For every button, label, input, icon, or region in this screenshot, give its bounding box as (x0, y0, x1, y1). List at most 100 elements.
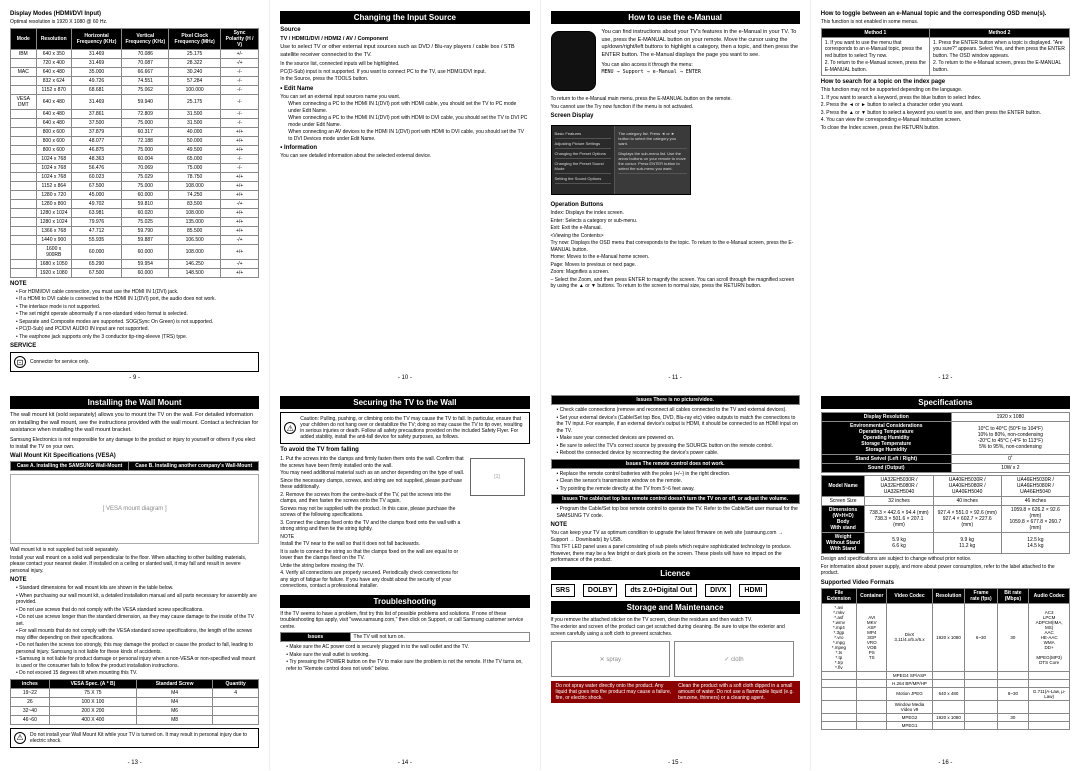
edit3: When connecting an AV devices to the HDM… (280, 129, 529, 142)
toggle-title: How to toggle between an e-Manual topic … (821, 11, 1070, 17)
page-12: How to toggle between an e-Manual topic … (811, 0, 1080, 385)
danger-box: ⚠ Do not install your Wall Mount Kit whi… (10, 728, 259, 748)
screen-display: Basic FeaturesAdjusting Picture Settings… (551, 125, 691, 195)
hdmi-logo: HDMI (739, 584, 767, 597)
dm-title: Display Modes (HDMI/DVI Input) (10, 11, 259, 17)
iss2: Issues The remote control does not work. (551, 459, 800, 469)
sd-rt: The category list. Press ◄ or ► button t… (618, 129, 686, 149)
optres: Optimal resolution is 1920 X 1080 @ 60 H… (10, 19, 259, 26)
page-14: Securing the TV to the Wall ⚠ Caution: P… (270, 385, 540, 770)
spray-fig: ✕ spray (551, 641, 671, 677)
b1: In the source list, connected inputs wil… (280, 61, 529, 68)
page-11: How to use the e-Manual You can find ins… (541, 0, 811, 385)
heading-spec: Specifications (821, 396, 1070, 409)
s2: 2. Press the ◄ or ► button to select a c… (821, 102, 1070, 109)
search-title: How to search for a topic on the index p… (821, 79, 1070, 85)
method-table: Method 1Method 2 1. If you want to use t… (821, 28, 1070, 77)
op-list: Index: Displays the index screen.Enter: … (551, 210, 800, 290)
divx-logo: DIVX (705, 584, 731, 597)
m2h: Method 2 (929, 28, 1069, 37)
wm-intro2: Samsung Electronics is not responsible f… (10, 437, 259, 450)
pgnum: - 14 - (280, 760, 529, 766)
heading-securing: Securing the TV to the Wall (280, 396, 529, 409)
op-title: Operation Buttons (551, 202, 800, 208)
shock-icon: ⚠ (14, 732, 26, 744)
clamp-fig-1: [1] (470, 458, 525, 496)
s3: 3. Press the ▲ or ▼ button to select a k… (821, 110, 1070, 117)
em-path: MENU → Support → e-Manual → ENTER (602, 69, 800, 76)
heading-input-source: Changing the Input Source (280, 11, 529, 24)
vesa-table: inchesVESA Spec. (A * B)Standard ScrewQu… (10, 679, 259, 725)
sd-title: Screen Display (551, 113, 800, 119)
note-title: NOTE (10, 281, 259, 287)
dts-logo: dts 2.0+Digital Out (625, 584, 697, 597)
red-warning: Do not spray water directly onto the pro… (551, 681, 800, 703)
b2: PC(D-Sub) input is not supported. If you… (280, 69, 529, 76)
i3l: Program the Cable/Set top box remote con… (551, 506, 800, 519)
wm-notes: Standard dimensions for wall mount kits … (10, 585, 259, 677)
em-trynow: You cannot use the Try now function if t… (551, 104, 800, 111)
t-ih: Issues (281, 633, 350, 642)
edit1: When connecting a PC to the HDMI IN 1(DV… (280, 101, 529, 114)
wm-spec: Wall Mount Kit Specifications (VESA) (10, 453, 259, 459)
em-intro2: You can also access it through the menu: (602, 62, 800, 69)
svf-h: Supported Video Formats (821, 580, 1070, 586)
sn1: Design and specifications are subject to… (821, 556, 1070, 563)
spec-top: Display Resolution1920 x 1080Environment… (821, 412, 1070, 473)
b3: In the Source, press the TOOLS button. (280, 76, 529, 83)
service-box: ⊡ Connector for service only. (10, 352, 259, 372)
mh: Model Name (821, 476, 865, 497)
svf-table: File ExtensionContainerVideo CodecResolu… (821, 588, 1070, 730)
wm-notes-h: NOTE (10, 577, 259, 583)
heading-licence: Licence (551, 567, 800, 580)
srs-logo: SRS (551, 584, 575, 597)
info-h: Information (284, 145, 317, 151)
lcd-n: This TFT LED panel uses a panel consisti… (551, 544, 800, 564)
page-10: Changing the Input Source Source TV / HD… (270, 0, 540, 385)
avoid-h: To avoid the TV from falling (280, 447, 529, 453)
s4: 4. You can view the corresponding e-Manu… (821, 117, 1070, 124)
pgnum: - 15 - (551, 760, 800, 766)
page-13: Installing the Wall Mount The wall mount… (0, 385, 270, 770)
not-supp: This function is not enabled in some men… (821, 19, 1070, 26)
pgnum: - 10 - (280, 375, 529, 381)
caution-text: Caution: Pulling, pushing, or climbing o… (300, 416, 525, 440)
s5: To close the Index screen, press the RET… (821, 125, 1070, 132)
remote-illustration (551, 31, 596, 91)
dolby-logo: DOLBY (583, 584, 618, 597)
display-mode-table: ModeResolutionHorizontal Frequency (KHz)… (10, 28, 259, 278)
n-h: NOTE (551, 522, 800, 528)
edit-d: You can set an external input sources na… (280, 94, 529, 101)
sd-rb: Displays the sub-menu list. Use the arro… (618, 149, 686, 174)
red1: Do not spray water directly onto the pro… (553, 683, 676, 701)
heading-wallmount: Installing the Wall Mount (10, 396, 259, 409)
heading-storage: Storage and Maintenance (551, 601, 800, 614)
n-t: You can keep your TV as optimum conditio… (551, 530, 800, 543)
heading-trouble: Troubleshooting (280, 595, 529, 608)
s1: 1. If you want to search a keyword, pres… (821, 95, 1070, 102)
source-h: Source (280, 27, 529, 33)
caseA: Case A. Installing the SAMSUNG Wall-Moun… (11, 462, 129, 471)
wm-intro: The wall mount kit (sold separately) all… (10, 412, 259, 435)
danger-text: Do not install your Wall Mount Kit while… (30, 732, 255, 744)
caution-icon: ⚠ (284, 422, 296, 434)
caution-box: ⚠ Caution: Pulling, pushing, or climbing… (280, 412, 529, 444)
wm-n2: Install your wall mount on a solid wall … (10, 555, 259, 575)
src-line: TV / HDMI1/DVI / HDMI2 / AV / Component (280, 36, 529, 42)
trouble-table: IssuesThe TV will not turn on. (280, 632, 529, 642)
pgnum: - 13 - (10, 760, 259, 766)
trouble-intro: If the TV seems to have a problem, first… (280, 611, 529, 631)
heading-emanual: How to use the e-Manual (551, 11, 800, 24)
info-d: You can see detailed information about t… (280, 153, 529, 160)
note-list: For HDMI/DVI cable connection, you must … (10, 289, 259, 341)
wall-diagram: [ VESA mount diagram ] (10, 474, 259, 544)
case-table: Case A. Installing the SAMSUNG Wall-Moun… (10, 461, 259, 471)
trouble-bul: Make sure the AC power cord is securely … (280, 644, 529, 672)
t-it: The TV will not turn on. (350, 633, 529, 642)
stor2: The exterior and screen of the product c… (551, 624, 800, 637)
service-h: SERVICE (10, 343, 259, 349)
stor1: If you remove the attached sticker on th… (551, 617, 800, 624)
pgnum: - 9 - (10, 375, 259, 381)
pgnum: - 16 - (821, 760, 1070, 766)
sn2: For information about power supply, and … (821, 564, 1070, 577)
